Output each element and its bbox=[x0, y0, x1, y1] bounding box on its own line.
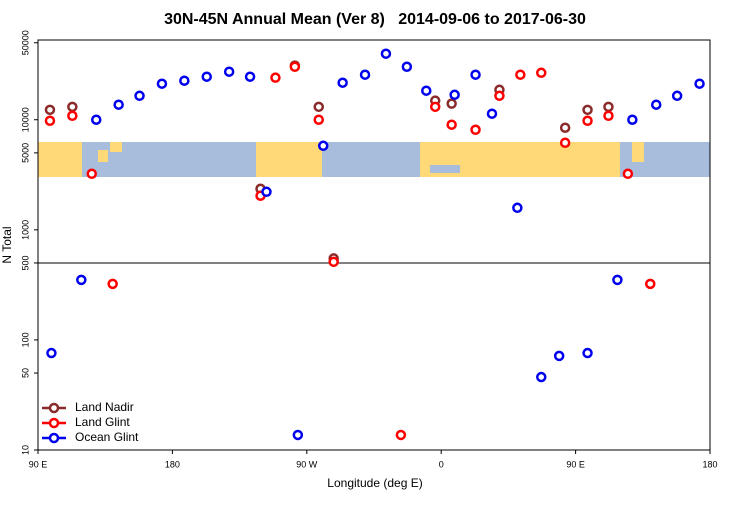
marker bbox=[671, 90, 683, 102]
marker bbox=[582, 115, 593, 126]
marker bbox=[244, 71, 256, 82]
y-tick-label: 1000 bbox=[20, 220, 30, 240]
map-band bbox=[38, 142, 710, 177]
x-tick-label: 90 E bbox=[566, 459, 585, 469]
legend-label: Land Nadir bbox=[75, 400, 134, 414]
marker bbox=[446, 119, 457, 130]
y-tick-label: 50000 bbox=[20, 30, 30, 55]
plot-frame bbox=[37, 39, 711, 451]
marker bbox=[603, 110, 614, 121]
legend-marker bbox=[48, 432, 60, 444]
y-tick-label: 50 bbox=[20, 368, 30, 378]
marker bbox=[395, 429, 407, 441]
marker bbox=[627, 114, 638, 125]
marker bbox=[582, 104, 593, 116]
marker bbox=[289, 61, 301, 72]
marker bbox=[515, 69, 526, 80]
y-tick-label: 10 bbox=[20, 445, 30, 455]
marker bbox=[401, 61, 413, 72]
legend-label: Ocean Glint bbox=[75, 430, 139, 444]
marker bbox=[582, 347, 593, 359]
x-tick-label: 90 E bbox=[29, 459, 48, 469]
marker bbox=[76, 274, 87, 286]
marker bbox=[553, 350, 565, 362]
legend-label: Land Glint bbox=[75, 415, 130, 429]
marker bbox=[622, 168, 634, 180]
y-tick-label: 5000 bbox=[20, 143, 30, 163]
marker bbox=[201, 71, 212, 82]
x-tick-label: 90 W bbox=[296, 459, 318, 469]
x-tick-label: 180 bbox=[165, 459, 180, 469]
marker bbox=[328, 256, 339, 268]
marker bbox=[134, 90, 145, 102]
x-axis-label: Longitude (deg E) bbox=[327, 476, 422, 490]
marker bbox=[429, 101, 441, 113]
marker bbox=[113, 99, 124, 110]
marker bbox=[67, 101, 78, 113]
marker bbox=[470, 124, 481, 136]
marker bbox=[559, 122, 571, 133]
marker bbox=[559, 137, 571, 148]
y-axis-label: N Total bbox=[0, 226, 14, 263]
marker bbox=[536, 67, 547, 79]
marker bbox=[313, 101, 324, 113]
marker bbox=[446, 98, 457, 109]
marker bbox=[179, 75, 190, 86]
marker bbox=[449, 89, 460, 101]
marker bbox=[494, 90, 505, 102]
marker bbox=[67, 110, 78, 121]
y-tick-label: 10000 bbox=[20, 107, 30, 132]
marker bbox=[86, 168, 98, 180]
marker bbox=[421, 85, 432, 96]
marker bbox=[313, 114, 324, 125]
y-tick-label: 100 bbox=[20, 332, 30, 347]
marker bbox=[486, 108, 498, 119]
legend-marker bbox=[48, 417, 60, 429]
marker bbox=[44, 104, 56, 116]
chart-title: 30N-45N Annual Mean (Ver 8) 2014-09-06 t… bbox=[164, 11, 586, 28]
marker bbox=[270, 72, 281, 83]
marker bbox=[612, 274, 623, 286]
marker bbox=[359, 69, 371, 80]
marker bbox=[650, 99, 662, 110]
marker bbox=[317, 140, 329, 152]
x-tick-label: 180 bbox=[702, 459, 717, 469]
marker bbox=[90, 114, 102, 125]
marker bbox=[156, 78, 168, 89]
marker bbox=[380, 48, 392, 59]
marker bbox=[44, 115, 56, 126]
marker bbox=[261, 186, 272, 198]
x-tick-label: 0 bbox=[439, 459, 444, 469]
marker bbox=[292, 429, 304, 441]
marker bbox=[46, 347, 57, 359]
marker bbox=[603, 101, 614, 113]
marker bbox=[512, 202, 523, 214]
marker bbox=[536, 371, 547, 383]
marker bbox=[645, 278, 656, 290]
marker bbox=[470, 69, 481, 80]
y-tick-label: 500 bbox=[20, 255, 30, 270]
marker bbox=[694, 78, 705, 89]
marker bbox=[337, 77, 348, 88]
marker bbox=[107, 278, 118, 290]
legend-marker bbox=[48, 402, 60, 414]
marker bbox=[223, 66, 235, 77]
